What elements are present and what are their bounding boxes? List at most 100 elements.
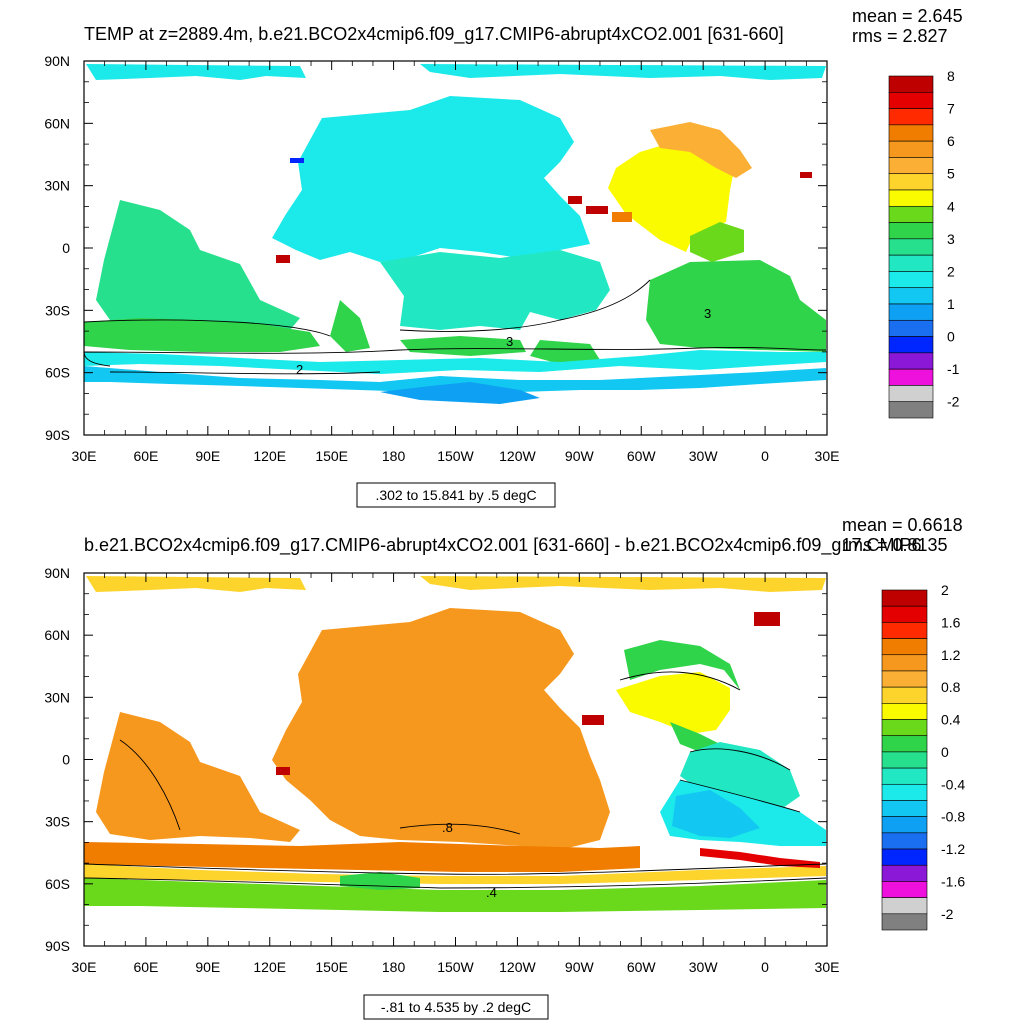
- colorbar-swatch: [888, 271, 934, 289]
- x-tick-label: 60W: [627, 448, 657, 464]
- x-tick-label: 30E: [72, 959, 97, 975]
- feature-warm-spot-5: [800, 172, 812, 178]
- colorbar-swatch: [888, 75, 934, 93]
- x-tick-label: 60W: [627, 959, 657, 975]
- pacific-ocean-field: [272, 96, 590, 262]
- colorbar-swatch: [881, 638, 928, 656]
- panel-1-temperature: TEMP at z=2889.4m, b.e21.BCO2x4cmip6.f09…: [44, 6, 963, 508]
- indian-ocean-field: [96, 200, 300, 330]
- colorbar-swatch: [881, 897, 928, 915]
- colorbar-swatch: [881, 800, 928, 817]
- panel-2-range-box: [363, 994, 549, 1020]
- antarctic-coast-field: [380, 382, 540, 404]
- panel-1-axes: 30E 60E 90E 120E 150E 180 150W 120W 90W 60W 30W 0 30…: [44, 53, 839, 464]
- colorbar-swatch: [888, 254, 934, 272]
- y-tick-label: 0: [62, 240, 70, 256]
- colorbar-label: 0.8: [941, 679, 961, 695]
- colorbar-swatch: [881, 864, 928, 882]
- colorbar-label: 8: [947, 68, 955, 84]
- colorbar-label: -1: [947, 361, 960, 377]
- colorbar-swatch: [881, 605, 928, 623]
- southern-ocean-warm-band: [84, 842, 640, 872]
- feature-cold-spot: [290, 158, 304, 163]
- colorbar-swatch: [881, 654, 928, 672]
- colorbar-swatch: [888, 385, 934, 403]
- colorbar-label: 0.4: [941, 712, 961, 728]
- x-tick-label: 150E: [315, 448, 348, 464]
- panel-1-mean-label: mean = 2.645: [852, 6, 963, 26]
- panel-1-contour-label: 3: [506, 334, 513, 349]
- colorbar-label: -2: [941, 906, 954, 922]
- x-tick-label: 30E: [815, 959, 840, 975]
- colorbar-swatch: [888, 173, 934, 191]
- panel-1-colorbar: 8 7 6 5 4 3 2 1 0 -1 -2: [888, 68, 960, 419]
- panel-2-axes: 30E 60E 90E 120E 150E 180 150W 120W 90W 60W 30W 0 30…: [44, 565, 839, 975]
- y-tick-label: 0: [62, 752, 70, 768]
- x-tick-label: 0: [761, 959, 769, 975]
- x-tick-label: 90E: [195, 448, 220, 464]
- colorbar-swatch: [888, 401, 934, 419]
- x-tick-label: 0: [761, 448, 769, 464]
- x-tick-label: 60E: [133, 448, 158, 464]
- feature-warm-spot-3: [754, 612, 780, 626]
- contour-line: [84, 279, 827, 375]
- tropical-atlantic-field: [690, 222, 744, 262]
- colorbar-label: -1.2: [941, 841, 965, 857]
- x-tick-label: 120W: [499, 959, 536, 975]
- panel-1-contour-label: 2: [296, 362, 303, 377]
- colorbar-swatch: [888, 368, 934, 386]
- north-atlantic-field: [616, 672, 730, 734]
- south-pacific-field: [380, 250, 610, 330]
- colorbar-swatch: [888, 189, 934, 207]
- x-tick-label: 120E: [253, 448, 286, 464]
- colorbar-swatch: [888, 238, 934, 256]
- x-tick-label: 150W: [437, 959, 474, 975]
- colorbar-swatch: [881, 881, 928, 898]
- colorbar-swatch: [888, 91, 934, 109]
- contour-line: [84, 671, 827, 889]
- y-tick-label: 30S: [45, 302, 70, 318]
- panel-2-temperature-difference: b.e21.BCO2x4cmip6.f09_g17.CMIP6-abrupt4x…: [44, 515, 965, 1020]
- x-tick-label: 120W: [499, 448, 536, 464]
- colorbar-swatch: [881, 816, 928, 834]
- colorbar-label: 2: [947, 263, 955, 279]
- x-tick-label: 180: [382, 448, 406, 464]
- colorbar-label: 6: [947, 133, 955, 149]
- colorbar-label: 2: [941, 582, 949, 598]
- feature-warm-spot-2: [582, 715, 604, 725]
- y-tick-label: 60S: [45, 365, 70, 381]
- x-tick-label: 30W: [689, 448, 719, 464]
- panel-2-title: b.e21.BCO2x4cmip6.f09_g17.CMIP6-abrupt4x…: [84, 535, 921, 556]
- south-atlantic-colder-field: [672, 790, 760, 838]
- colorbar-swatch: [888, 140, 934, 158]
- feature-warm-spot-4: [612, 212, 632, 222]
- panel-2-rms-label: rms = 0.8135: [842, 535, 948, 555]
- panel-1-range-box: [356, 482, 556, 508]
- colorbar-swatch: [888, 205, 934, 223]
- colorbar-label: 1.2: [941, 647, 961, 663]
- x-tick-label: 90E: [195, 959, 220, 975]
- y-tick-label: 30N: [44, 689, 70, 705]
- southern-green-band: [84, 878, 826, 912]
- feature-warm-spot-1: [276, 255, 290, 263]
- colorbar-swatch: [888, 319, 934, 337]
- panel-2-colorbar: 2 1.6 1.2 0.8 0.4 0 -0.4 -0.8 -1.2 -1.6 -2: [881, 582, 965, 931]
- x-tick-label: 60E: [133, 959, 158, 975]
- y-tick-label: 90N: [44, 565, 70, 581]
- x-tick-label: 30E: [72, 448, 97, 464]
- colorbar-label: 4: [947, 198, 955, 214]
- colorbar-label: 5: [947, 166, 955, 182]
- southern-cold-band-2: [84, 366, 826, 396]
- colorbar-label: -1.6: [941, 873, 965, 889]
- panel-1-contour-label: 3: [704, 306, 711, 321]
- colorbar-swatch: [888, 222, 934, 240]
- atlantic-green-field: [624, 640, 740, 752]
- y-tick-label: 30N: [44, 178, 70, 194]
- colorbar-label: 1: [947, 296, 955, 312]
- panel-2-mean-label: mean = 0.6618: [842, 515, 963, 535]
- x-tick-label: 150E: [315, 959, 348, 975]
- colorbar-swatch: [881, 913, 928, 931]
- pacific-ocean-field: [272, 608, 610, 850]
- y-tick-label: 60N: [44, 627, 70, 643]
